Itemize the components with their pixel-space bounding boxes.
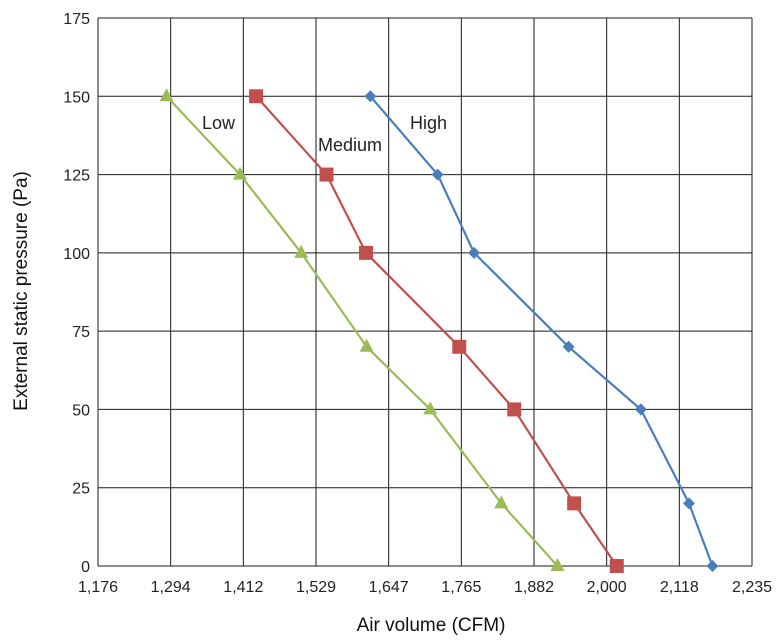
data-point-high [562, 340, 575, 353]
data-point-medium [359, 245, 374, 260]
data-point-medium [319, 167, 334, 182]
x-tick-label: 2,000 [587, 579, 627, 596]
x-tick-label: 1,294 [151, 579, 191, 596]
x-axis-title: Air volume (CFM) [357, 615, 506, 636]
x-tick-label: 1,765 [441, 579, 481, 596]
data-point-low [359, 338, 374, 352]
x-tick-label: 1,647 [369, 579, 409, 596]
x-tick-label: 1,529 [296, 579, 336, 596]
data-point-high [706, 560, 719, 572]
data-point-medium [609, 559, 624, 573]
x-tick-label: 2,118 [660, 579, 699, 596]
data-point-medium [249, 89, 264, 104]
series-medium [249, 89, 624, 573]
series-high [364, 90, 719, 572]
x-tick-label: 1,882 [514, 579, 554, 596]
y-tick-label: 100 [63, 246, 90, 263]
data-point-high [683, 497, 696, 510]
series-low [159, 88, 565, 571]
series-layer [159, 88, 719, 573]
data-point-high [468, 246, 481, 259]
y-tick-label: 125 [63, 168, 90, 185]
series-label-low: Low [202, 113, 236, 133]
x-tick-label: 2,235 [732, 579, 772, 596]
data-point-low [423, 401, 438, 415]
data-point-low [233, 166, 248, 180]
data-point-low [294, 244, 309, 258]
data-point-medium [567, 496, 582, 511]
y-tick-label: 150 [63, 89, 90, 106]
data-point-medium [507, 402, 522, 417]
series-labels: High Medium Low [202, 113, 447, 155]
series-label-high: High [410, 113, 447, 133]
data-point-low [159, 88, 174, 102]
grid [97, 17, 753, 567]
x-tick-label: 1,412 [223, 579, 263, 596]
data-point-high [431, 168, 444, 181]
data-point-high [634, 403, 647, 416]
x-tick-label: 1,176 [78, 579, 118, 596]
y-tick-label: 0 [81, 559, 90, 576]
data-point-low [550, 558, 565, 571]
data-point-medium [452, 339, 467, 354]
series-label-medium: Medium [318, 135, 382, 155]
y-tick-label: 50 [72, 402, 90, 419]
y-tick-label: 175 [63, 11, 90, 28]
y-axis-title: External static pressure (Pa) [11, 171, 32, 411]
data-point-low [494, 495, 509, 509]
data-point-high [364, 90, 377, 103]
y-tick-label: 75 [72, 324, 90, 341]
tick-labels: 1,176 1,294 1,412 1,529 1,647 1,765 1,882 2,000… [63, 11, 772, 596]
y-tick-label: 25 [72, 481, 90, 498]
